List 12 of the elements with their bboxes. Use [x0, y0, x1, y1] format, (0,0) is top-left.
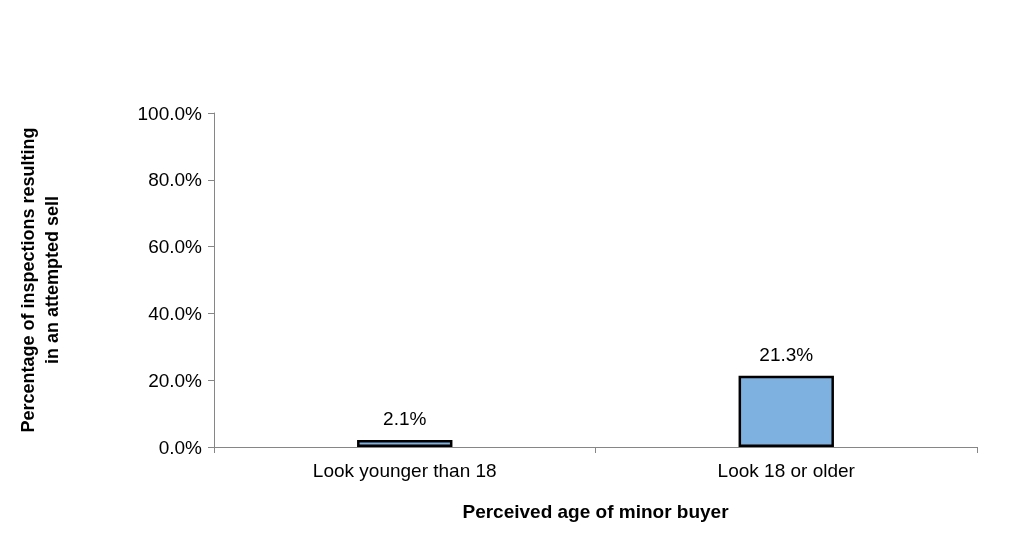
x-axis-title: Perceived age of minor buyer	[462, 501, 730, 522]
y-tick-label: 40.0%	[148, 302, 203, 324]
x-tick-label: Look 18 or older	[717, 460, 856, 481]
data-label: 2.1%	[383, 407, 427, 429]
y-axis-title: Percentage of inspections resulting in an attempted sell	[18, 127, 62, 433]
x-tick-label: Look younger than 18	[312, 460, 497, 481]
y-tick-label: 20.0%	[148, 369, 203, 391]
y-tick-label: 0.0%	[158, 436, 203, 458]
y-tick-label: 60.0%	[148, 236, 203, 258]
y-tick-label: 80.0%	[148, 169, 203, 191]
y-tick-label: 100.0%	[137, 102, 203, 124]
data-label: 21.3%	[759, 343, 814, 365]
